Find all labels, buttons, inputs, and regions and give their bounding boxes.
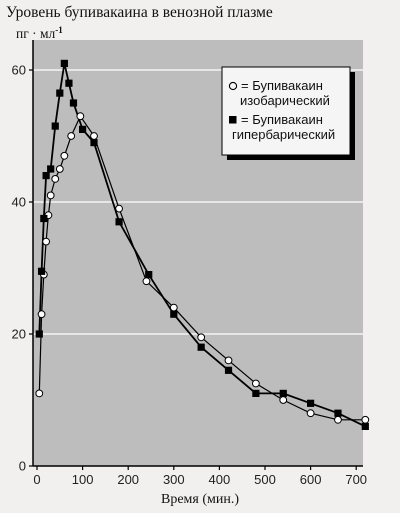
point-hyperbaric-5 bbox=[51, 122, 59, 130]
point-hyperbaric-3 bbox=[42, 172, 50, 180]
point-hyperbaric-18 bbox=[279, 389, 287, 397]
point-hyperbaric-10 bbox=[79, 125, 87, 133]
x-tick-label-100: 100 bbox=[72, 472, 94, 487]
point-hyperbaric-14 bbox=[170, 310, 178, 318]
legend-marker-isobaric bbox=[228, 81, 238, 91]
x-tick-label-600: 600 bbox=[300, 472, 322, 487]
y-tick-label-40: 40 bbox=[12, 195, 26, 210]
legend-label-isobaric-line2: изобарический bbox=[240, 93, 330, 108]
legend-marker-hyperbaric bbox=[229, 116, 237, 124]
point-isobaric-1 bbox=[37, 310, 46, 319]
legend-box bbox=[221, 66, 351, 156]
point-hyperbaric-9 bbox=[69, 99, 78, 107]
point-isobaric-20 bbox=[334, 415, 342, 424]
point-isobaric-13 bbox=[142, 277, 151, 286]
point-hyperbaric-13 bbox=[145, 271, 153, 279]
point-hyperbaric-6 bbox=[56, 89, 64, 97]
y-axis-unit: пг · мл-1 bbox=[16, 22, 63, 42]
point-isobaric-21 bbox=[361, 415, 370, 424]
axes bbox=[32, 40, 363, 467]
point-hyperbaric-8 bbox=[65, 79, 73, 87]
series-line-1 bbox=[38, 114, 366, 421]
x-ticks: 0 100 200 300 400 500 600 700 bbox=[33, 466, 367, 487]
point-isobaric-19 bbox=[306, 409, 315, 418]
x-axis-label: Время (мин.) bbox=[161, 492, 239, 507]
legend-label-isobaric-line1: = Бупивакаин bbox=[241, 78, 323, 93]
point-isobaric-0 bbox=[35, 389, 44, 398]
y-tick-label-0: 0 bbox=[19, 459, 26, 474]
point-isobaric-6 bbox=[51, 175, 60, 183]
point-isobaric-12 bbox=[115, 204, 123, 213]
y-ticks: 0 20 40 60 bbox=[12, 63, 33, 474]
x-tick-label-400: 400 bbox=[209, 472, 231, 487]
point-hyperbaric-17 bbox=[252, 389, 260, 397]
point-hyperbaric-7 bbox=[60, 59, 68, 67]
point-isobaric-9 bbox=[67, 132, 76, 140]
legend-label-hyperbaric-line2: гипербарический bbox=[232, 127, 335, 142]
point-isobaric-15 bbox=[197, 333, 206, 342]
y-axis-unit-text: пг · мл bbox=[16, 26, 56, 41]
point-isobaric-5 bbox=[46, 191, 55, 200]
y-tick-label-60: 60 bbox=[12, 63, 26, 78]
point-isobaric-10 bbox=[76, 112, 85, 121]
point-isobaric-3 bbox=[42, 237, 51, 246]
x-tick-label-0: 0 bbox=[33, 472, 40, 487]
point-isobaric-8 bbox=[60, 151, 69, 160]
point-isobaric-17 bbox=[251, 379, 260, 388]
point-hyperbaric-1 bbox=[37, 267, 46, 275]
y-tick-label-20: 20 bbox=[12, 327, 26, 342]
point-hyperbaric-12 bbox=[115, 218, 123, 226]
point-hyperbaric-4 bbox=[47, 165, 55, 173]
x-tick-label-500: 500 bbox=[254, 472, 276, 487]
legend: = Бупивакаин изобарический = Бупивакаин … bbox=[221, 66, 355, 160]
point-hyperbaric-15 bbox=[197, 343, 205, 351]
x-tick-label-200: 200 bbox=[117, 472, 139, 487]
point-hyperbaric-16 bbox=[224, 366, 233, 374]
point-hyperbaric-19 bbox=[307, 399, 315, 407]
y-axis-unit-exponent: -1 bbox=[55, 25, 63, 35]
point-hyperbaric-2 bbox=[40, 214, 48, 223]
x-tick-label-300: 300 bbox=[163, 472, 185, 487]
x-tick-label-700: 700 bbox=[345, 472, 367, 487]
point-hyperbaric-21 bbox=[361, 422, 369, 430]
point-hyperbaric-0 bbox=[35, 330, 43, 338]
point-isobaric-16 bbox=[224, 356, 233, 365]
series-markers bbox=[35, 59, 370, 430]
point-isobaric-11 bbox=[90, 132, 98, 140]
point-isobaric-7 bbox=[55, 165, 64, 173]
chart-title: Уровень бупивакаина в венозной плазме bbox=[6, 4, 273, 21]
point-isobaric-18 bbox=[279, 396, 288, 404]
point-hyperbaric-11 bbox=[90, 139, 98, 147]
point-hyperbaric-20 bbox=[334, 409, 342, 417]
point-isobaric-14 bbox=[169, 303, 178, 312]
legend-label-hyperbaric-line1: = Бупивакаин bbox=[241, 112, 323, 127]
